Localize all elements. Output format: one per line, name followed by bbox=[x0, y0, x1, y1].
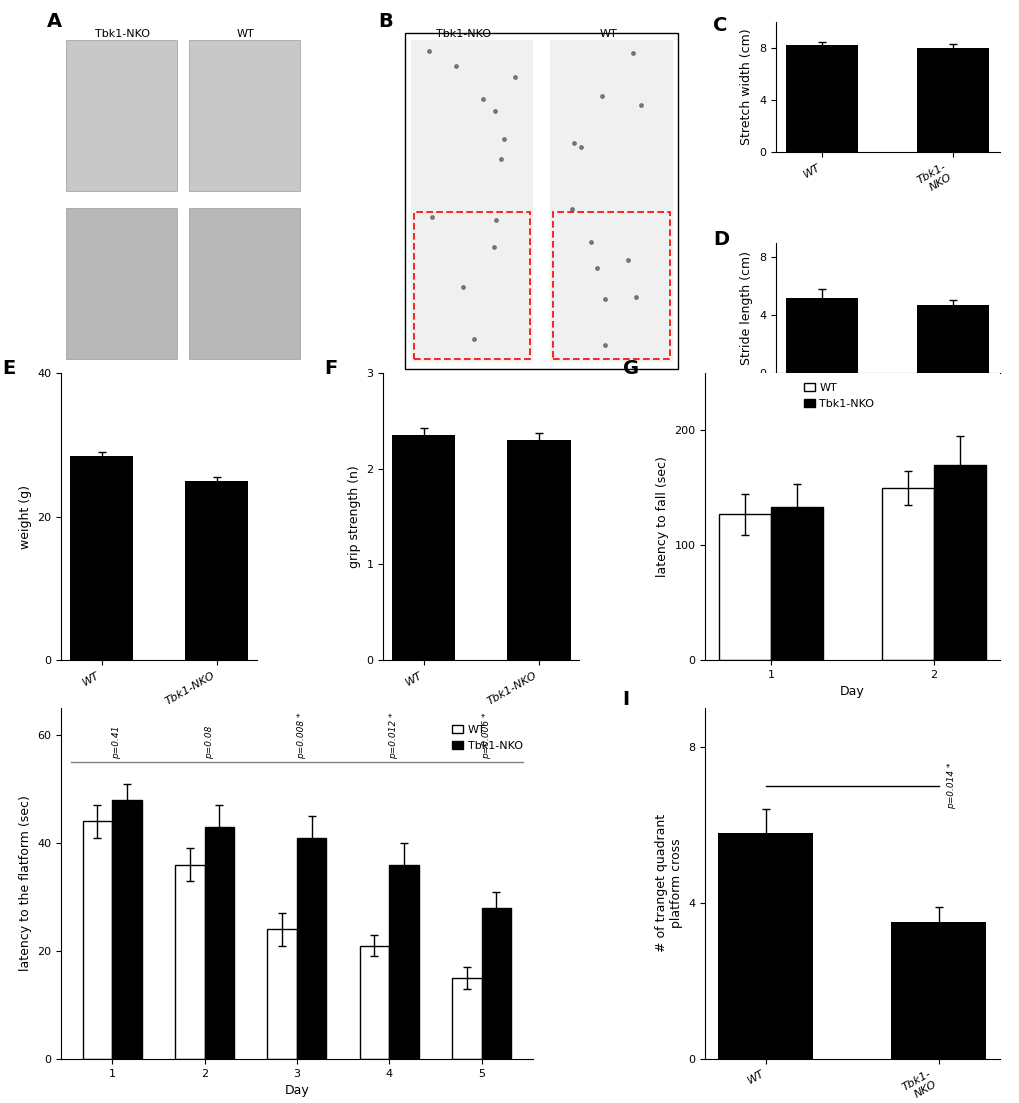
Bar bbox=[552, 212, 668, 358]
Text: p=0.41: p=0.41 bbox=[112, 726, 121, 759]
Bar bbox=[66, 208, 176, 358]
Bar bbox=[451, 978, 481, 1059]
Bar bbox=[481, 908, 511, 1059]
Y-axis label: Stretch width (cm): Stretch width (cm) bbox=[740, 29, 753, 146]
Legend: WT, Tbk1-NKO: WT, Tbk1-NKO bbox=[798, 378, 877, 413]
Y-axis label: Stride length (cm): Stride length (cm) bbox=[740, 251, 753, 365]
Text: A: A bbox=[47, 11, 61, 31]
Bar bbox=[297, 837, 326, 1059]
Y-axis label: latency to fall (sec): latency to fall (sec) bbox=[655, 457, 668, 577]
Bar bbox=[718, 514, 770, 660]
Text: p=0.012 *: p=0.012 * bbox=[389, 713, 397, 759]
Bar bbox=[933, 464, 985, 660]
Y-axis label: # of tranget quadrant
platform cross: # of tranget quadrant platform cross bbox=[654, 814, 682, 953]
Bar bbox=[881, 488, 933, 660]
Bar bbox=[786, 45, 857, 152]
Bar bbox=[112, 800, 142, 1059]
Y-axis label: weight (g): weight (g) bbox=[18, 484, 32, 548]
Text: E: E bbox=[2, 358, 15, 377]
Bar bbox=[391, 436, 455, 660]
Text: F: F bbox=[324, 358, 337, 377]
Text: WT: WT bbox=[236, 29, 255, 39]
Bar bbox=[66, 40, 176, 191]
Text: I: I bbox=[622, 690, 629, 709]
Text: p=0.014 *: p=0.014 * bbox=[947, 762, 956, 810]
Bar bbox=[205, 827, 234, 1059]
Text: Tbk1-NKO: Tbk1-NKO bbox=[435, 29, 490, 39]
Text: p=0.008 *: p=0.008 * bbox=[297, 713, 306, 759]
Text: D: D bbox=[712, 231, 729, 249]
Legend: WT, Tbk1-NKO: WT, Tbk1-NKO bbox=[447, 720, 527, 754]
Text: WT: WT bbox=[599, 29, 616, 39]
Bar bbox=[413, 212, 530, 358]
Bar bbox=[916, 306, 988, 373]
Bar bbox=[891, 922, 985, 1059]
Bar bbox=[506, 440, 570, 660]
Bar bbox=[770, 507, 822, 660]
Text: B: B bbox=[378, 11, 393, 31]
Bar bbox=[786, 298, 857, 373]
Bar bbox=[411, 40, 532, 363]
Bar bbox=[360, 945, 389, 1059]
Bar bbox=[83, 822, 112, 1059]
Bar bbox=[175, 865, 205, 1059]
Text: p=0.08: p=0.08 bbox=[205, 726, 213, 759]
Y-axis label: latency to the flatform (sec): latency to the flatform (sec) bbox=[18, 795, 32, 972]
Text: G: G bbox=[623, 358, 639, 377]
Bar bbox=[189, 40, 300, 191]
X-axis label: Day: Day bbox=[284, 1084, 309, 1097]
Bar bbox=[916, 49, 988, 152]
Bar bbox=[70, 456, 133, 660]
Text: Tbk1-NKO: Tbk1-NKO bbox=[95, 29, 150, 39]
Y-axis label: grip strength (n): grip strength (n) bbox=[347, 465, 361, 568]
Text: p=0.006 *: p=0.006 * bbox=[481, 713, 490, 759]
Bar bbox=[717, 833, 812, 1059]
Bar bbox=[185, 481, 249, 660]
X-axis label: Day: Day bbox=[840, 685, 864, 698]
Text: C: C bbox=[712, 15, 727, 34]
Bar bbox=[267, 930, 297, 1059]
Bar bbox=[389, 865, 419, 1059]
Bar bbox=[550, 40, 672, 363]
Bar bbox=[189, 208, 300, 358]
